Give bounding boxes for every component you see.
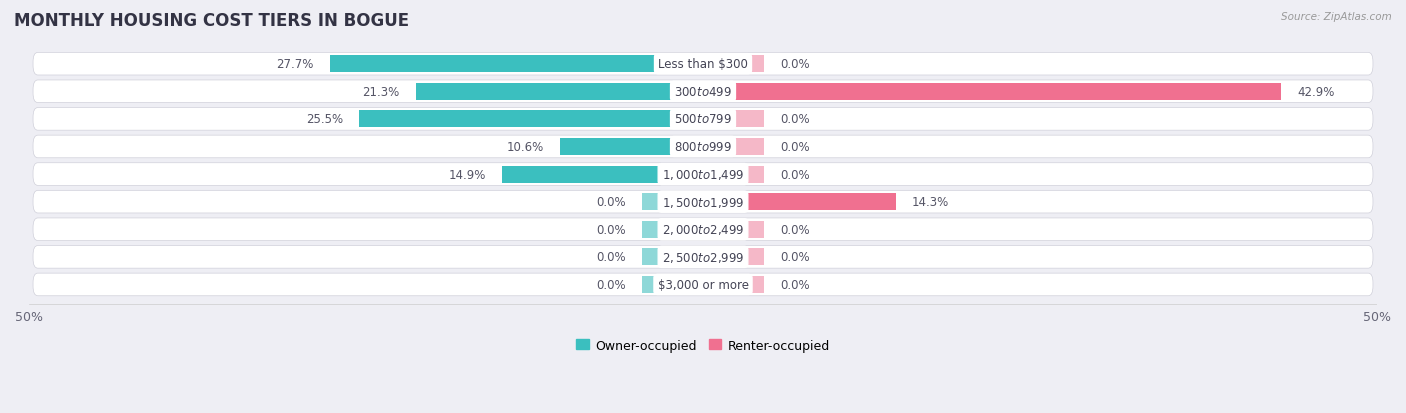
Text: $800 to $999: $800 to $999 (673, 140, 733, 154)
Text: MONTHLY HOUSING COST TIERS IN BOGUE: MONTHLY HOUSING COST TIERS IN BOGUE (14, 12, 409, 30)
Text: Source: ZipAtlas.com: Source: ZipAtlas.com (1281, 12, 1392, 22)
Text: 21.3%: 21.3% (363, 85, 399, 99)
FancyBboxPatch shape (34, 191, 1372, 214)
Bar (360, 111, 703, 128)
Text: $3,000 or more: $3,000 or more (658, 278, 748, 291)
Bar (560, 139, 703, 156)
Text: $500 to $799: $500 to $799 (673, 113, 733, 126)
FancyBboxPatch shape (34, 53, 1372, 76)
Text: $1,000 to $1,499: $1,000 to $1,499 (662, 168, 744, 182)
Text: 27.7%: 27.7% (276, 58, 314, 71)
FancyBboxPatch shape (34, 164, 1372, 186)
Text: 0.0%: 0.0% (596, 223, 626, 236)
Bar (703, 194, 896, 211)
FancyBboxPatch shape (34, 136, 1372, 159)
Text: 0.0%: 0.0% (596, 251, 626, 264)
Bar (643, 249, 703, 266)
Text: 25.5%: 25.5% (307, 113, 343, 126)
Legend: Owner-occupied, Renter-occupied: Owner-occupied, Renter-occupied (571, 334, 835, 357)
Text: $1,500 to $1,999: $1,500 to $1,999 (662, 195, 744, 209)
Text: $2,000 to $2,499: $2,000 to $2,499 (662, 223, 744, 237)
Text: $2,500 to $2,999: $2,500 to $2,999 (662, 250, 744, 264)
Bar (703, 276, 763, 293)
Bar (502, 166, 703, 183)
Bar (643, 194, 703, 211)
Bar (703, 56, 763, 73)
Text: 0.0%: 0.0% (596, 196, 626, 209)
Bar (703, 166, 763, 183)
Text: 0.0%: 0.0% (780, 140, 810, 154)
Text: 0.0%: 0.0% (780, 223, 810, 236)
Text: 0.0%: 0.0% (780, 58, 810, 71)
Text: 0.0%: 0.0% (780, 278, 810, 291)
FancyBboxPatch shape (34, 108, 1372, 131)
Bar (703, 221, 763, 238)
Text: Less than $300: Less than $300 (658, 58, 748, 71)
Bar (643, 276, 703, 293)
FancyBboxPatch shape (34, 218, 1372, 241)
Bar (416, 83, 703, 101)
Bar (703, 249, 763, 266)
Text: 14.3%: 14.3% (912, 196, 949, 209)
Text: 10.6%: 10.6% (506, 140, 544, 154)
Text: 0.0%: 0.0% (780, 251, 810, 264)
Text: $300 to $499: $300 to $499 (673, 85, 733, 99)
FancyBboxPatch shape (34, 273, 1372, 296)
FancyBboxPatch shape (34, 246, 1372, 268)
Bar (329, 56, 703, 73)
Text: 42.9%: 42.9% (1298, 85, 1334, 99)
Text: 0.0%: 0.0% (780, 113, 810, 126)
Bar (703, 139, 763, 156)
Bar (703, 111, 763, 128)
Text: 0.0%: 0.0% (780, 168, 810, 181)
Bar (703, 83, 1281, 101)
FancyBboxPatch shape (34, 81, 1372, 103)
Text: 14.9%: 14.9% (449, 168, 486, 181)
Text: 0.0%: 0.0% (596, 278, 626, 291)
Bar (643, 221, 703, 238)
